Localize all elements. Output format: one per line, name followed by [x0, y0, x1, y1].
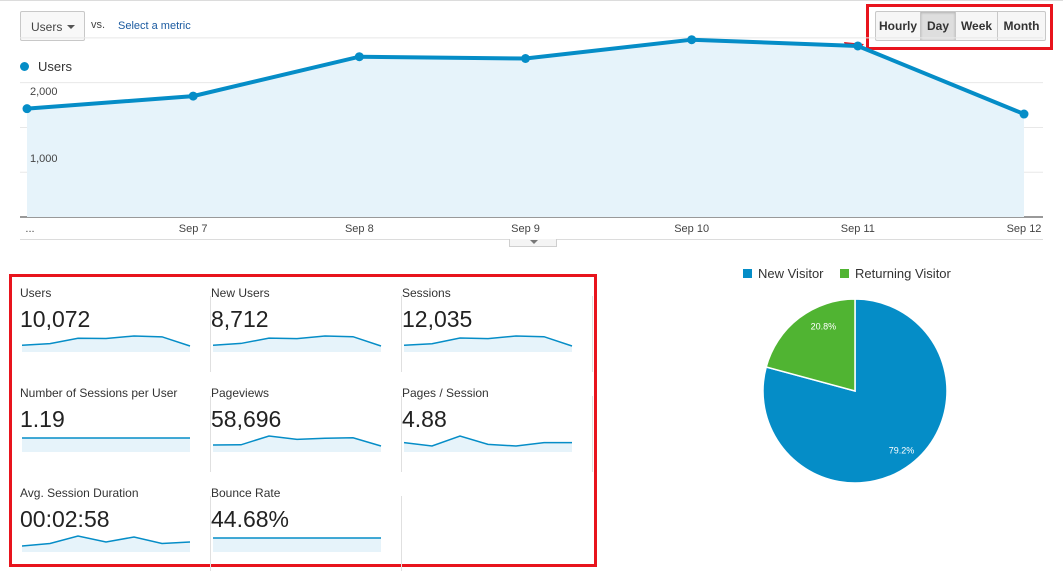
returning-visitor-slice[interactable]	[765, 298, 856, 392]
returning-visitor-swatch	[840, 269, 849, 278]
metric-separator	[592, 396, 593, 472]
users-area-fill	[27, 39, 1024, 218]
sparkline-line	[404, 335, 573, 347]
caret-down-icon	[67, 25, 75, 29]
metric-card[interactable]: Users 10,072	[20, 286, 211, 386]
metrics-highlight-box	[9, 274, 597, 567]
metric-card[interactable]: Pages / Session 4.88	[402, 386, 593, 486]
metric-sparkline	[22, 335, 191, 352]
metric-title: Sessions	[402, 286, 451, 300]
metric-sparkline	[22, 535, 191, 552]
metric-title: Number of Sessions per User	[20, 386, 178, 400]
metric-title: New Users	[211, 286, 270, 300]
metric-separator	[210, 396, 211, 472]
metric-card[interactable]: New Users 8,712	[211, 286, 402, 386]
metric-value: 12,035	[402, 306, 473, 332]
metric-separator	[592, 296, 593, 372]
users-data-point[interactable]	[687, 35, 697, 45]
users-data-point[interactable]	[853, 41, 863, 51]
metric-value: 8,712	[211, 306, 269, 332]
metric-sparkline	[213, 335, 382, 352]
metric-title: Avg. Session Duration	[20, 486, 139, 500]
sparkline-fill	[213, 436, 381, 452]
users-legend-swatch	[20, 62, 29, 71]
metric-separator	[401, 496, 402, 571]
sparkline-fill	[404, 436, 572, 452]
pie-legend-new-visitor[interactable]: New Visitor	[743, 266, 824, 281]
users-data-point[interactable]	[22, 104, 32, 114]
metric-separator	[210, 296, 211, 372]
granularity-highlight-box	[866, 4, 1053, 50]
x-tick-label: Sep 7	[178, 223, 208, 235]
top-divider	[0, 0, 1063, 1]
sparkline-fill	[22, 336, 190, 352]
sparkline-line	[22, 535, 191, 547]
x-tick-label: Sep 9	[511, 223, 540, 235]
metric-sparkline	[213, 435, 382, 452]
granularity-toggle: Hourly Day Week Month	[875, 11, 1046, 41]
users-legend-label[interactable]: Users	[38, 59, 72, 74]
day-button[interactable]: Day	[921, 12, 956, 40]
metric-sparkline	[22, 437, 190, 452]
metric-value: 10,072	[20, 306, 91, 332]
select-metric-link[interactable]: Select a metric	[118, 20, 191, 32]
metric-card[interactable]: Pageviews 58,696	[211, 386, 402, 486]
sparkline-line	[213, 335, 382, 347]
sparkline-fill	[22, 438, 190, 452]
metric-value: 4.88	[402, 406, 447, 432]
metric-title: Pages / Session	[402, 386, 489, 400]
visitor-type-pie-chart: 79.2% 20.8%	[762, 298, 948, 484]
metric-title: Pageviews	[211, 386, 270, 400]
vs-label: vs.	[91, 19, 106, 31]
hourly-button[interactable]: Hourly	[876, 12, 921, 40]
metric-card[interactable]: Bounce Rate 44.68%	[211, 486, 402, 571]
metric-value: 00:02:58	[20, 506, 110, 532]
metric-sparkline	[213, 537, 381, 552]
metric-separator	[401, 396, 402, 472]
metric-sparkline	[404, 335, 573, 352]
new-visitor-swatch	[743, 269, 752, 278]
week-button[interactable]: Week	[956, 12, 998, 40]
users-data-point[interactable]	[354, 52, 364, 62]
metric-separator	[210, 496, 211, 571]
y-tick-label: 2,000	[30, 86, 58, 98]
collapse-chart-button[interactable]	[509, 239, 557, 247]
metric-select-label: Users	[31, 20, 63, 34]
sparkline-line	[404, 435, 572, 447]
sparkline-fill	[213, 336, 381, 352]
sparkline-line	[22, 335, 191, 347]
y-tick-label: 1,000	[30, 153, 58, 165]
new-visitor-slice[interactable]	[762, 298, 948, 484]
metric-sparkline	[404, 435, 572, 452]
pie-slice-label: 79.2%	[889, 446, 915, 456]
returning-visitor-label: Returning Visitor	[855, 266, 951, 281]
users-data-point[interactable]	[1019, 109, 1029, 119]
metric-title: Users	[20, 286, 52, 300]
sparkline-fill	[213, 538, 381, 552]
month-button[interactable]: Month	[1003, 19, 1040, 33]
sparkline-line	[213, 435, 382, 447]
pie-legend-returning-visitor[interactable]: Returning Visitor	[840, 266, 951, 281]
x-tick-label: Sep 10	[674, 223, 710, 235]
x-tick-label: Sep 8	[344, 223, 374, 235]
users-data-point[interactable]	[521, 54, 530, 64]
sparkline-fill	[404, 336, 572, 352]
metric-select[interactable]: Users	[20, 11, 85, 41]
x-tick-label: Sep 12	[1006, 223, 1042, 235]
metric-card[interactable]: Sessions 12,035	[402, 286, 593, 386]
metric-title: Bounce Rate	[211, 486, 281, 500]
metric-value: 44.68%	[211, 506, 290, 532]
metric-value: 1.19	[20, 406, 65, 432]
metric-card[interactable]: Number of Sessions per User 1.19	[20, 386, 211, 486]
x-tick-label: Sep 11	[840, 223, 875, 235]
new-visitor-label: New Visitor	[758, 266, 824, 281]
x-tick-label: ...	[25, 223, 35, 235]
pie-slice-label: 20.8%	[811, 322, 837, 332]
collapse-arrow-icon	[530, 240, 538, 244]
metric-separator	[401, 296, 402, 372]
users-data-point[interactable]	[188, 91, 198, 101]
metric-value: 58,696	[211, 406, 282, 432]
users-line-chart	[20, 35, 1043, 218]
metric-card[interactable]: Avg. Session Duration 00:02:58	[20, 486, 211, 571]
